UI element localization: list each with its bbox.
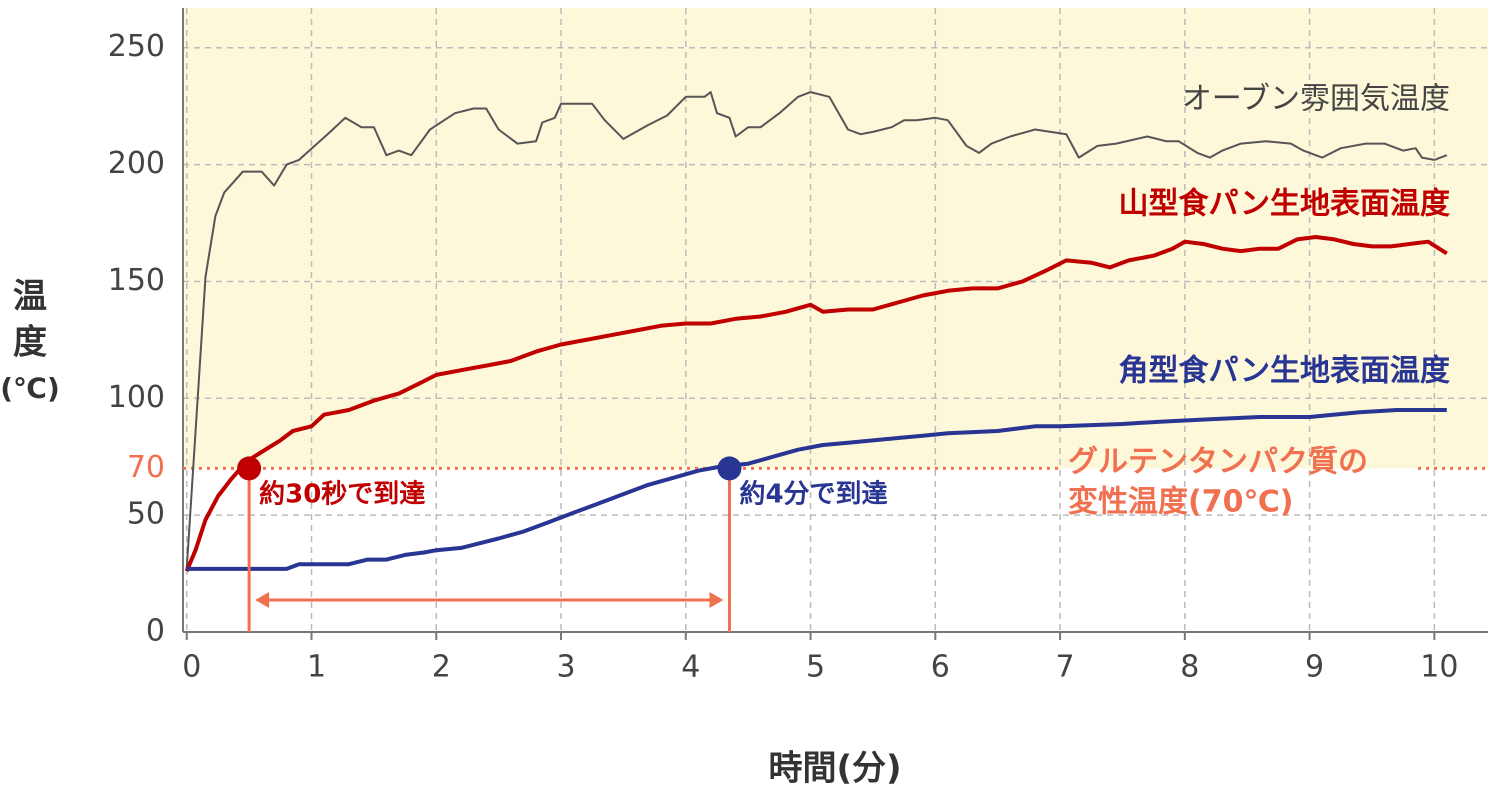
annotation-label: 約30秒で到達	[259, 479, 425, 510]
x-tick-label: 5	[806, 650, 825, 685]
series-line	[185, 91, 1448, 569]
series-label: 角型食パン生地表面温度	[1119, 354, 1451, 389]
x-tick-label: 9	[1305, 650, 1324, 685]
y-tick-label: 50	[127, 497, 165, 532]
x-tick-label: 2	[432, 650, 451, 685]
arrow-head	[709, 592, 724, 608]
threshold-label: 変性温度(70℃)	[1068, 485, 1294, 520]
series-line	[184, 235, 1448, 572]
annotation-label: 約4分で到達	[739, 479, 887, 510]
x-tick-label: 10	[1420, 650, 1458, 685]
y-tick-label: 250	[108, 29, 165, 64]
x-axis-label: 時間(分)	[768, 749, 901, 789]
annotation-point	[717, 456, 742, 481]
x-tick-label: 4	[681, 650, 700, 685]
x-tick-label: 0	[182, 650, 201, 685]
y-axis-label: (℃)	[0, 372, 60, 405]
series-label: オーブン雰囲気温度	[1182, 82, 1450, 117]
x-tick-label: 1	[307, 650, 326, 685]
y-tick-label: 70	[127, 450, 165, 485]
arrow-head	[255, 592, 270, 608]
x-tick-label: 6	[931, 650, 950, 685]
y-axis-label: 温	[13, 277, 47, 317]
x-tick-label: 7	[1056, 650, 1075, 685]
series-label: 山型食パン生地表面温度	[1119, 187, 1451, 222]
x-tick-label: 3	[556, 650, 575, 685]
annotation-point	[237, 456, 262, 481]
y-tick-label: 200	[108, 146, 165, 181]
y-tick-label: 150	[108, 263, 165, 298]
y-tick-label: 0	[146, 614, 165, 649]
y-axis-label: 度	[13, 323, 47, 363]
threshold-label: グルテンタンパク質の	[1068, 445, 1368, 480]
y-tick-label: 100	[108, 380, 165, 415]
x-tick-label: 8	[1180, 650, 1199, 685]
